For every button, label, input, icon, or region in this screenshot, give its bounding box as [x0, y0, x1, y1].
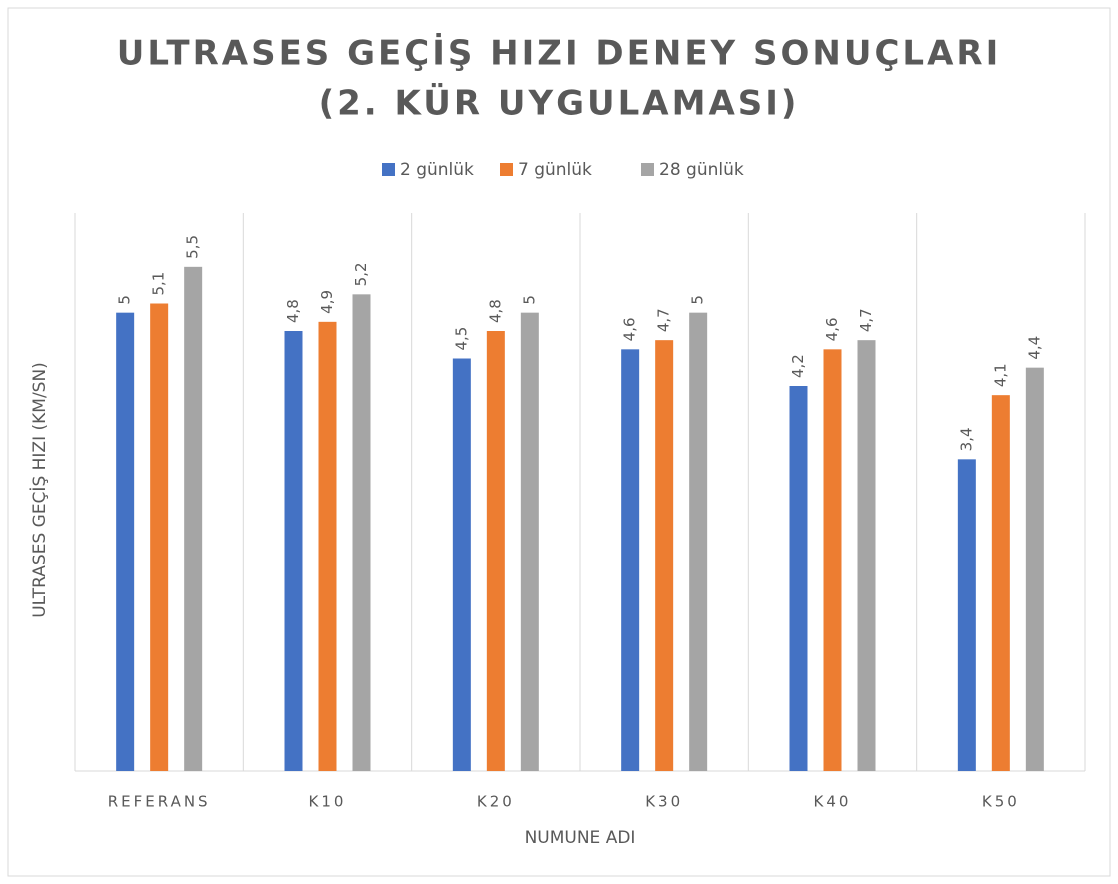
chart-title: ULTRASES GEÇİŞ HIZI DENEY SONUÇLARI: [117, 33, 1001, 74]
bar: [184, 266, 203, 771]
chart-border: [7, 7, 1111, 877]
legend-label: 28 günlük: [659, 160, 744, 180]
data-label: 5,5: [184, 235, 202, 259]
bar: [486, 331, 505, 771]
bar: [789, 386, 808, 771]
x-tick-label: K50: [982, 793, 1020, 811]
bar: [352, 294, 371, 771]
bar: [150, 303, 169, 771]
data-label: 4,4: [1025, 336, 1043, 360]
bar: [621, 349, 640, 771]
legend-label: 2 günlük: [400, 160, 474, 180]
data-label: 4,8: [284, 299, 302, 323]
x-tick-label: K30: [645, 793, 683, 811]
x-axis-label: NUMUNE ADI: [525, 828, 636, 848]
data-label: 5,2: [352, 262, 370, 286]
bar: [116, 312, 135, 771]
legend-label: 7 günlük: [518, 160, 592, 180]
y-axis-label: ULTRASES GEÇİŞ HIZI (KM/SN): [29, 362, 50, 618]
bar: [823, 349, 842, 771]
bar: [689, 312, 708, 771]
data-label: 5: [520, 295, 538, 305]
chart-title: (2. KÜR UYGULAMASI): [319, 83, 800, 124]
data-label: 5: [116, 295, 134, 305]
data-label: 4,8: [486, 299, 504, 323]
bar: [452, 358, 471, 771]
legend-swatch: [500, 163, 513, 176]
bar: [1025, 367, 1044, 771]
bar: [520, 312, 539, 771]
bar: [655, 340, 674, 771]
bar: [284, 331, 303, 771]
bar: [318, 321, 337, 771]
bar: [957, 459, 976, 771]
data-label: 4,7: [655, 308, 673, 332]
data-label: 4,6: [621, 317, 639, 341]
data-label: 4,1: [991, 363, 1009, 387]
data-label: 5: [689, 295, 707, 305]
x-tick-label: K20: [477, 793, 515, 811]
data-label: 4,5: [452, 327, 470, 351]
bar: [857, 340, 876, 771]
data-label: 3,4: [957, 427, 975, 451]
data-label: 4,2: [789, 354, 807, 378]
legend-swatch: [382, 163, 395, 176]
bar: [991, 395, 1010, 771]
data-label: 4,9: [318, 290, 336, 314]
legend-swatch: [641, 163, 654, 176]
data-label: 5,1: [150, 272, 168, 296]
x-tick-label: K40: [814, 793, 852, 811]
x-tick-label: K10: [309, 793, 347, 811]
data-label: 4,6: [823, 317, 841, 341]
data-label: 4,7: [857, 308, 875, 332]
x-tick-label: REFERANS: [108, 793, 211, 811]
